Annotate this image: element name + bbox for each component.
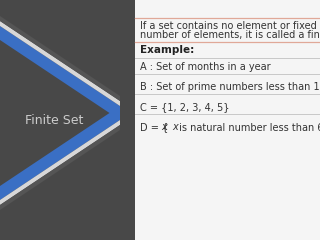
Text: x: x <box>172 122 178 132</box>
Text: Finite Set: Finite Set <box>25 114 83 126</box>
Polygon shape <box>0 21 120 106</box>
Text: number of elements, it is called a finite set.: number of elements, it is called a finit… <box>140 30 320 40</box>
FancyBboxPatch shape <box>135 0 320 240</box>
Text: Example:: Example: <box>140 45 194 55</box>
Polygon shape <box>0 16 120 101</box>
Text: x: x <box>161 122 167 132</box>
Text: A : Set of months in a year: A : Set of months in a year <box>140 62 271 72</box>
Text: :: : <box>165 122 172 132</box>
Text: B : Set of prime numbers less than 10: B : Set of prime numbers less than 10 <box>140 82 320 92</box>
Text: is natural number less than 6}: is natural number less than 6} <box>176 122 320 132</box>
Polygon shape <box>0 125 120 210</box>
Polygon shape <box>0 120 120 205</box>
Polygon shape <box>0 106 120 200</box>
Text: C = {1, 2, 3, 4, 5}: C = {1, 2, 3, 4, 5} <box>140 102 229 112</box>
Text: If a set contains no element or fixed: If a set contains no element or fixed <box>140 21 317 31</box>
Text: D = {: D = { <box>140 122 168 132</box>
Polygon shape <box>0 26 120 120</box>
